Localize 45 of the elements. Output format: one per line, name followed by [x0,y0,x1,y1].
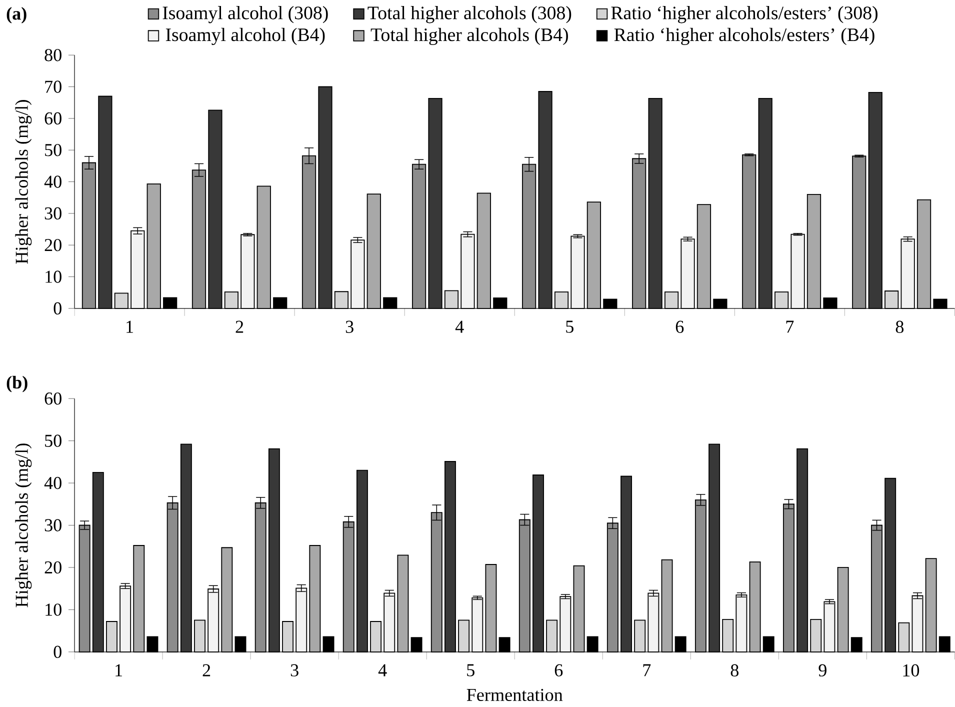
x-tick-label: 5 [566,320,574,333]
x-tick-label: 2 [202,664,210,676]
x-tick-label: 6 [554,664,563,676]
x-tick-label: 10 [903,664,920,676]
x-tick-label: 6 [676,320,684,333]
y-tick-label: 0 [54,646,62,658]
x-tick-label: 7 [643,664,651,676]
y-tick-label: 40 [44,476,62,490]
legend-label: Isoamyl alcohol (B4) [166,28,325,46]
x-tick-label: 3 [290,664,298,676]
y-tick-label: 70 [45,80,62,93]
y-tick-label: 10 [46,270,62,283]
y-tick-label: 30 [44,519,62,532]
x-tick-label: 1 [116,664,122,676]
chart-title: (b) [6,376,28,392]
x-tick-label: 9 [818,664,826,676]
y-tick-label: 0 [54,302,62,314]
y-tick-label: 50 [45,434,62,447]
y-tick-label: 10 [46,604,62,616]
x-axis-title: Fermentation [466,688,563,701]
y-tick-label: 50 [45,144,62,156]
x-tick-label: 5 [467,664,474,676]
chart-title: (a) [6,6,26,24]
y-tick-label: 60 [44,392,62,405]
x-tick-label: 8 [896,320,904,333]
y-axis-title: Higher alcohols (mg/l) [15,444,32,608]
y-tick-label: 80 [44,48,62,62]
y-tick-label: 30 [44,207,62,220]
y-tick-label: 20 [44,561,62,574]
x-tick-label: 7 [786,320,794,333]
legend-label: Total higher alcohols (B4) [370,28,568,46]
y-axis-title: Higher alcohols (mg/l) [15,100,32,264]
legend-label: Total higher alcohols (308) [368,6,572,24]
x-tick-label: 4 [455,320,464,333]
legend-label: Isoamyl alcohol (308) [162,6,328,24]
x-tick-label: 8 [730,664,738,676]
y-tick-label: 60 [44,112,62,124]
x-tick-label: 1 [126,320,133,333]
legend-label: Ratio ‘higher alcohols/esters’ (B4) [614,28,874,46]
x-tick-label: 3 [346,320,354,333]
y-tick-label: 20 [44,238,62,252]
x-tick-label: 2 [236,320,244,333]
y-tick-label: 40 [44,176,62,188]
legend-label: Ratio ‘higher alcohols/esters’ (308) [611,6,878,24]
x-tick-label: 4 [378,664,387,676]
